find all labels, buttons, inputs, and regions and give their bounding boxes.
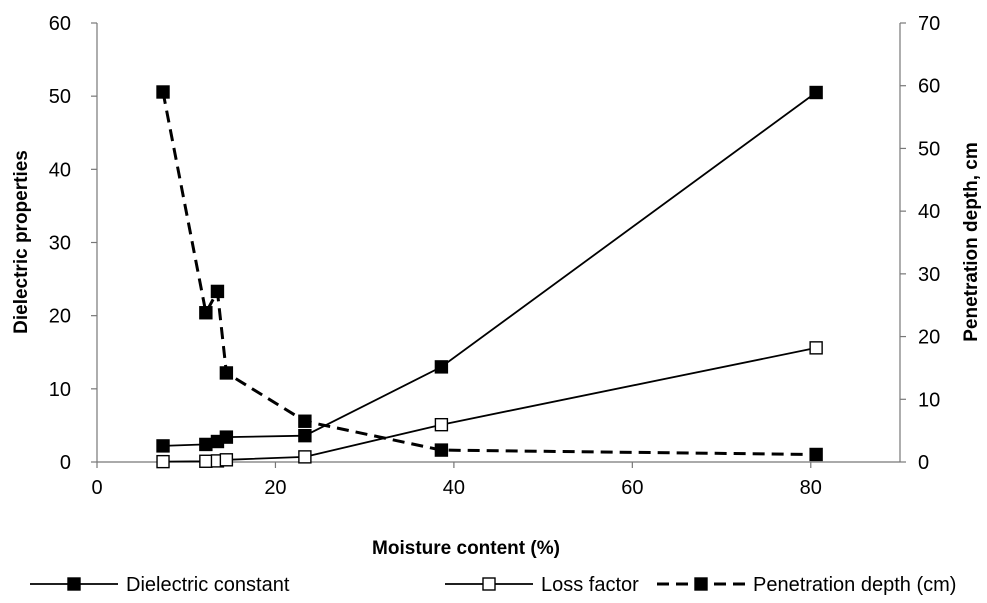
series-layer: [156, 85, 823, 469]
legend-marker: [482, 577, 496, 591]
y-tick-label: 0: [60, 452, 71, 474]
y2-axis-title: Penetration depth, cm: [961, 142, 982, 342]
y-axis-left: 0 10 20 30 40 50 60: [49, 13, 97, 474]
y2-tick-label: 0: [918, 452, 929, 474]
plot-area: [96, 23, 901, 463]
x-tick-label: 20: [264, 477, 286, 499]
legend: Dielectric constant Loss factor Penetratio…: [30, 574, 956, 596]
x-axis: 0 20 40 60 80: [91, 462, 822, 499]
data-point: [809, 341, 823, 355]
legend-item: Penetration depth (cm): [657, 574, 956, 596]
legend-label: Loss factor: [541, 574, 639, 596]
data-point: [156, 439, 170, 453]
data-point: [434, 360, 449, 374]
data-point: [219, 453, 234, 467]
series-line: [161, 91, 817, 456]
y-tick-label: 60: [49, 13, 71, 35]
y-axis-right: 0 10 20 30 40 50 60 70: [900, 13, 940, 474]
data-point: [219, 430, 234, 444]
data-point: [298, 414, 312, 428]
y-axis-title: Dielectric properties: [11, 150, 32, 334]
data-point: [809, 85, 823, 100]
data-point: [434, 443, 449, 457]
y-tick-label: 30: [49, 233, 71, 255]
y2-tick-label: 50: [918, 138, 940, 160]
y-tick-label: 50: [49, 86, 71, 108]
y2-tick-label: 40: [918, 201, 940, 223]
y2-tick-label: 30: [918, 264, 940, 286]
data-point: [298, 450, 312, 464]
data-point: [809, 447, 823, 462]
data-point: [298, 428, 312, 443]
x-tick-label: 80: [800, 477, 822, 499]
data-point: [199, 454, 213, 468]
data-point: [219, 366, 234, 380]
x-tick-label: 60: [621, 477, 643, 499]
x-axis-title: Moisture content (%): [372, 538, 560, 559]
y2-tick-label: 60: [918, 76, 940, 98]
data-point: [199, 306, 213, 320]
legend-item: Dielectric constant: [30, 574, 290, 596]
x-tick-label: 0: [91, 477, 102, 499]
legend-item: Loss factor: [445, 574, 639, 596]
data-point: [434, 417, 449, 432]
y-tick-label: 40: [49, 159, 71, 181]
series-loss-factor: [156, 341, 823, 469]
x-tick-label: 40: [443, 477, 465, 499]
data-point: [156, 454, 170, 469]
data-point: [199, 437, 213, 452]
y2-tick-label: 10: [918, 389, 940, 411]
y-tick-label: 20: [49, 306, 71, 328]
data-point: [210, 284, 225, 299]
legend-marker: [67, 577, 81, 591]
y-tick-label: 10: [49, 379, 71, 401]
legend-label: Penetration depth (cm): [753, 574, 956, 596]
legend-marker: [694, 577, 708, 591]
y2-tick-label: 20: [918, 327, 940, 349]
series-penetration-depth-cm: [156, 85, 823, 462]
series-line: [162, 347, 817, 463]
y2-tick-label: 70: [918, 13, 940, 35]
data-point: [156, 85, 170, 99]
legend-label: Dielectric constant: [126, 574, 290, 596]
series-dielectric-constant: [156, 85, 823, 453]
